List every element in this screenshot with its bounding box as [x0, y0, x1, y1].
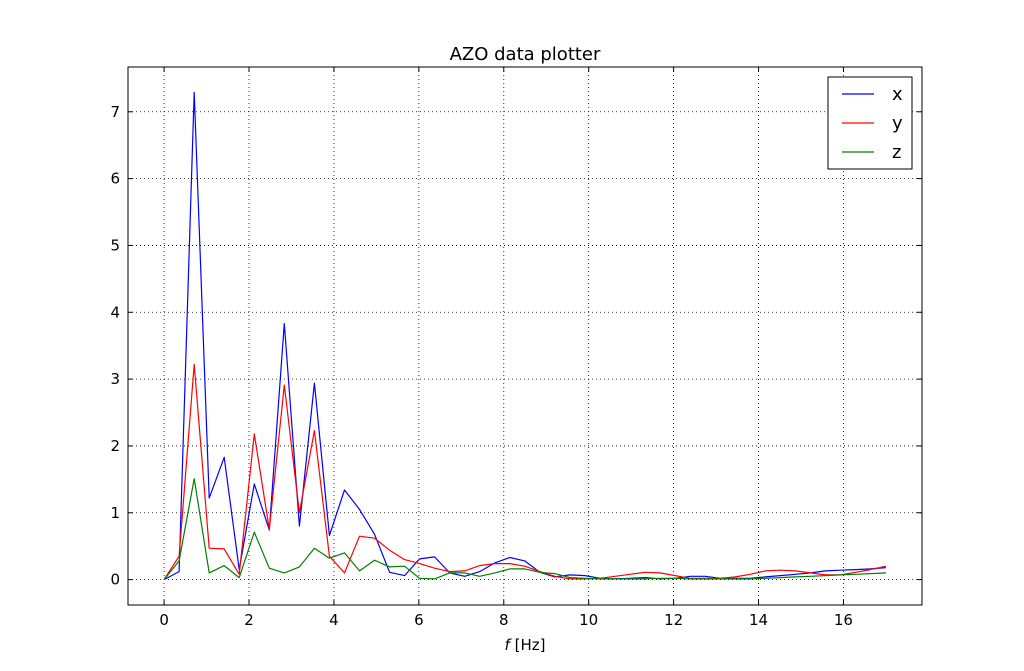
- x-tick-label: 2: [244, 611, 254, 629]
- plot-background: [128, 67, 922, 605]
- y-tick-label: 6: [110, 170, 120, 188]
- x-axis-label: f [Hz]: [505, 636, 546, 654]
- legend: xyz: [827, 76, 913, 170]
- legend-label-z: z: [892, 142, 901, 163]
- y-tick-label: 2: [110, 437, 120, 455]
- plot-frame: [127, 66, 923, 606]
- x-tick-label: 6: [414, 611, 424, 629]
- x-tick-label: 0: [159, 611, 169, 629]
- x-axis-label-symbol: f: [505, 636, 513, 654]
- series-line-x: [163, 91, 886, 581]
- y-tick-label: 1: [110, 504, 120, 522]
- x-tick-label: 12: [664, 611, 683, 629]
- x-tick-label: 10: [579, 611, 598, 629]
- legend-label-y: y: [892, 113, 903, 134]
- x-tick-label: 4: [329, 611, 339, 629]
- x-tick-label: 14: [749, 611, 768, 629]
- y-tick-label: 0: [110, 571, 120, 589]
- x-axis-label-unit: [Hz]: [510, 636, 546, 654]
- y-tick-label: 3: [110, 370, 120, 388]
- series-lines: [163, 91, 887, 581]
- series-line-y: [163, 363, 887, 580]
- chart-title: AZO data plotter: [450, 44, 601, 65]
- x-tick-label: 16: [834, 611, 853, 629]
- series-line-z: [163, 478, 886, 580]
- x-tick-label: 8: [499, 611, 509, 629]
- y-tick-label: 4: [110, 303, 120, 321]
- legend-label-x: x: [892, 84, 903, 105]
- grid-lines: [128, 67, 922, 605]
- y-tick-label: 7: [110, 103, 120, 121]
- y-tick-label: 5: [110, 236, 120, 254]
